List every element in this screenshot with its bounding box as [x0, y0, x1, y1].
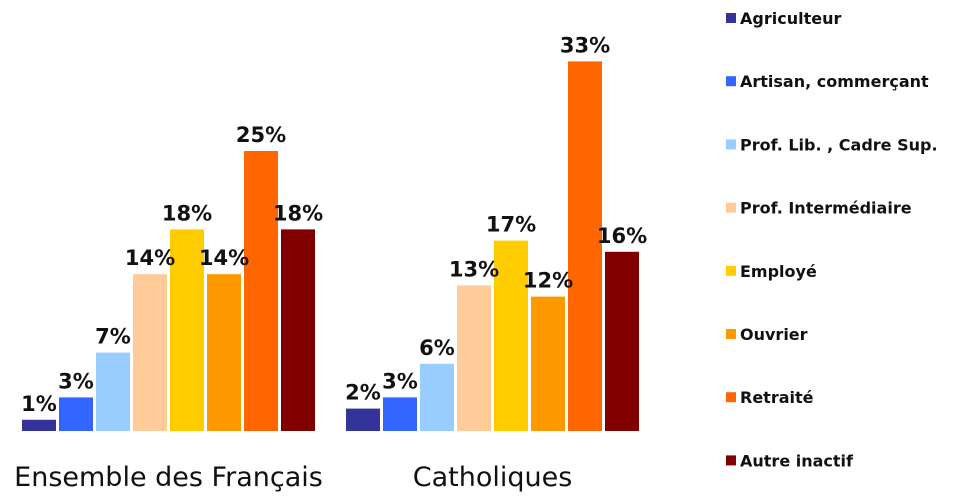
legend-swatch-artisan-commercant	[726, 76, 736, 87]
bars-layer	[22, 61, 639, 432]
legend-swatch-retraite	[726, 392, 736, 403]
legend-swatch-agriculteur	[726, 13, 736, 23]
data-label-agriculteur-ensemble-des-francais: 1%	[21, 392, 57, 416]
bar-retraite-catholiques	[568, 61, 602, 432]
legend-label-artisan-commercant: Artisan, commerçant	[740, 72, 929, 91]
data-label-prof-intermediaire-ensemble-des-francais: 14%	[125, 246, 175, 270]
bar-artisan-commercant-catholiques	[383, 397, 417, 431]
legend-label-autre-inactif: Autre inactif	[740, 451, 854, 470]
category-label-catholiques: Catholiques	[413, 462, 573, 493]
bar-prof-intermediaire-ensemble-des-francais	[133, 274, 167, 431]
legend-label-retraite: Retraité	[740, 388, 814, 407]
data-label-artisan-commercant-catholiques: 3%	[382, 369, 418, 393]
legend-swatch-autre-inactif	[726, 455, 736, 466]
bar-artisan-commercant-ensemble-des-francais	[59, 397, 93, 431]
bar-prof-lib-cadre-sup-ensemble-des-francais	[96, 352, 130, 431]
legend-swatch-prof-intermediaire	[726, 202, 736, 213]
category-label-ensemble-des-francais: Ensemble des Français	[14, 462, 323, 493]
legend-label-prof-lib-cadre-sup: Prof. Lib. , Cadre Sup.	[740, 135, 938, 154]
legend-swatch-employe	[726, 265, 736, 276]
bar-autre-inactif-ensemble-des-francais	[281, 229, 315, 431]
bar-employe-catholiques	[494, 240, 528, 431]
legend-label-ouvrier: Ouvrier	[740, 325, 808, 344]
category-labels: Ensemble des Français Catholiques	[14, 462, 572, 493]
legend-label-agriculteur: Agriculteur	[740, 9, 841, 28]
bar-prof-intermediaire-catholiques	[457, 285, 491, 431]
data-label-prof-intermediaire-catholiques: 13%	[449, 257, 499, 281]
bar-agriculteur-ensemble-des-francais	[22, 419, 56, 431]
legend-swatch-ouvrier	[726, 329, 736, 339]
bar-agriculteur-catholiques	[346, 408, 380, 431]
bar-ouvrier-ensemble-des-francais	[207, 274, 241, 431]
bar-ouvrier-catholiques	[531, 296, 565, 431]
data-label-employe-catholiques: 17%	[486, 213, 536, 237]
data-label-autre-inactif-catholiques: 16%	[597, 224, 647, 248]
data-label-employe-ensemble-des-francais: 18%	[162, 201, 212, 225]
data-label-prof-lib-cadre-sup-ensemble-des-francais: 7%	[95, 325, 131, 349]
legend: Agriculteur Artisan, commerçant Prof. Lib.…	[726, 9, 938, 470]
legend-swatch-prof-lib-cadre-sup	[726, 139, 736, 150]
legend-label-prof-intermediaire: Prof. Intermédiaire	[740, 199, 912, 218]
data-label-retraite-catholiques: 33%	[560, 33, 610, 57]
data-label-autre-inactif-ensemble-des-francais: 18%	[273, 201, 323, 225]
data-label-retraite-ensemble-des-francais: 25%	[236, 123, 286, 147]
data-label-artisan-commercant-ensemble-des-francais: 3%	[58, 369, 94, 393]
data-label-agriculteur-catholiques: 2%	[345, 381, 381, 405]
bar-retraite-ensemble-des-francais	[244, 151, 278, 431]
data-label-ouvrier-catholiques: 12%	[523, 269, 573, 293]
value-labels-layer: 1%3%7%14%18%14%25%18%2% 3%6%13%17%12%33%1…	[21, 33, 647, 415]
data-label-ouvrier-ensemble-des-francais: 14%	[199, 246, 249, 270]
legend-label-employe: Employé	[740, 262, 817, 281]
bar-employe-ensemble-des-francais	[170, 229, 204, 431]
bar-autre-inactif-catholiques	[605, 251, 639, 431]
bar-prof-lib-cadre-sup-catholiques	[420, 363, 454, 431]
data-label-prof-lib-cadre-sup-catholiques: 6%	[419, 336, 455, 360]
